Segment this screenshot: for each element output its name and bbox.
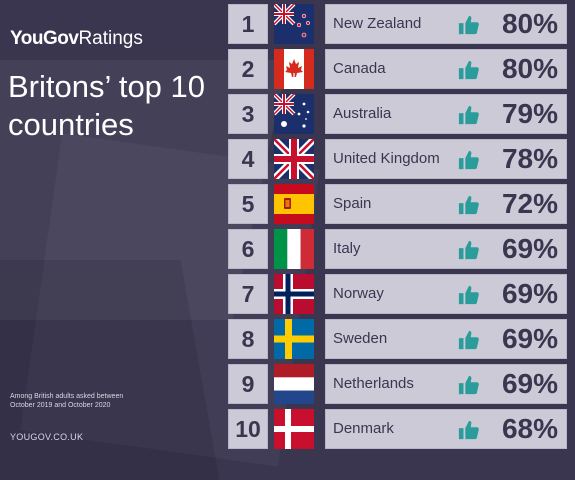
table-row: 4 United Kingdom 78% — [228, 136, 570, 182]
rank-badge: 1 — [228, 4, 268, 44]
rating-bar: Spain 72% — [325, 184, 567, 224]
logo-ratings: Ratings — [78, 28, 143, 49]
uk-flag-icon — [271, 136, 317, 182]
norway-flag-icon — [274, 274, 314, 314]
yougov-ratings-logo: YouGovRatings — [10, 28, 143, 50]
country-name: Italy — [333, 240, 361, 257]
thumbs-up-icon — [458, 149, 480, 171]
table-row: 8 Sweden 69% — [228, 319, 570, 359]
country-name: Netherlands — [333, 375, 414, 392]
country-name: Norway — [333, 285, 384, 302]
thumbs-up-icon — [458, 419, 480, 441]
new-zealand-flag-icon — [272, 2, 314, 44]
country-name: Spain — [333, 195, 372, 212]
website-link[interactable]: YOUGOV.CO.UK — [10, 432, 84, 442]
rating-value: 68% — [501, 413, 558, 444]
table-row: 6 Italy 69% — [228, 229, 570, 269]
thumbs-up-icon — [458, 239, 480, 261]
table-row: 7 Norway 69% — [228, 274, 570, 314]
italy-flag-icon — [274, 229, 314, 269]
rank-badge: 10 — [228, 409, 268, 449]
rating-bar: Sweden 69% — [325, 319, 567, 359]
canada-flag-icon — [274, 49, 314, 89]
australia-flag-icon — [272, 92, 314, 134]
rank-badge: 5 — [228, 184, 268, 224]
country-name: Australia — [333, 105, 392, 122]
chart-title: Britons’ top 10 countries — [8, 69, 206, 142]
rating-value: 72% — [501, 188, 558, 219]
spain-flag-icon — [274, 184, 314, 224]
rating-value: 79% — [501, 98, 558, 129]
rank-badge: 6 — [228, 229, 268, 269]
table-row: 3 Australia 79% — [228, 92, 570, 134]
rating-value: 80% — [501, 8, 558, 39]
rating-bar: Denmark 68% — [325, 409, 567, 449]
thumbs-up-icon — [458, 194, 480, 216]
rating-bar: Netherlands 69% — [325, 364, 567, 404]
thumbs-up-icon — [458, 104, 480, 126]
thumbs-up-icon — [458, 284, 480, 306]
country-name: New Zealand — [333, 15, 422, 32]
rating-bar: Canada 80% — [325, 49, 567, 89]
rating-value: 80% — [501, 53, 558, 84]
rating-value: 69% — [501, 278, 558, 309]
rating-bar: Norway 69% — [325, 274, 567, 314]
rank-badge: 2 — [228, 49, 268, 89]
country-name: Denmark — [333, 420, 394, 437]
thumbs-up-icon — [458, 374, 480, 396]
netherlands-flag-icon — [274, 364, 314, 404]
country-name: Canada — [333, 60, 386, 77]
rank-badge: 3 — [228, 94, 268, 134]
rating-value: 69% — [501, 233, 558, 264]
rank-badge: 8 — [228, 319, 268, 359]
rating-bar: Italy 69% — [325, 229, 567, 269]
thumbs-up-icon — [458, 329, 480, 351]
thumbs-up-icon — [458, 59, 480, 81]
rating-bar: New Zealand 80% — [325, 4, 567, 44]
rating-bar: Australia 79% — [325, 94, 567, 134]
table-row: 10 Denmark 68% — [228, 409, 570, 449]
rating-value: 69% — [501, 323, 558, 354]
rank-badge: 7 — [228, 274, 268, 314]
logo-yougov: YouGov — [10, 28, 79, 49]
denmark-flag-icon — [274, 409, 314, 449]
rating-value: 78% — [501, 143, 558, 174]
sweden-flag-icon — [274, 319, 314, 359]
thumbs-up-icon — [458, 14, 480, 36]
rank-badge: 4 — [228, 139, 268, 179]
country-name: Sweden — [333, 330, 388, 347]
country-name: United Kingdom — [333, 150, 440, 167]
table-row: 1 New Zealand 80% — [228, 2, 570, 44]
table-row: 5 Spain 72% — [228, 184, 570, 224]
table-row: 9 Netherlands 69% — [228, 364, 570, 404]
rating-value: 69% — [501, 368, 558, 399]
rank-badge: 9 — [228, 364, 268, 404]
survey-note: Among British adults asked between Octob… — [10, 393, 124, 409]
left-panel: YouGovRatings Britons’ top 10 countries … — [0, 0, 215, 453]
rating-bar: United Kingdom 78% — [325, 139, 567, 179]
table-row: 2 Canada 80% — [228, 49, 570, 89]
